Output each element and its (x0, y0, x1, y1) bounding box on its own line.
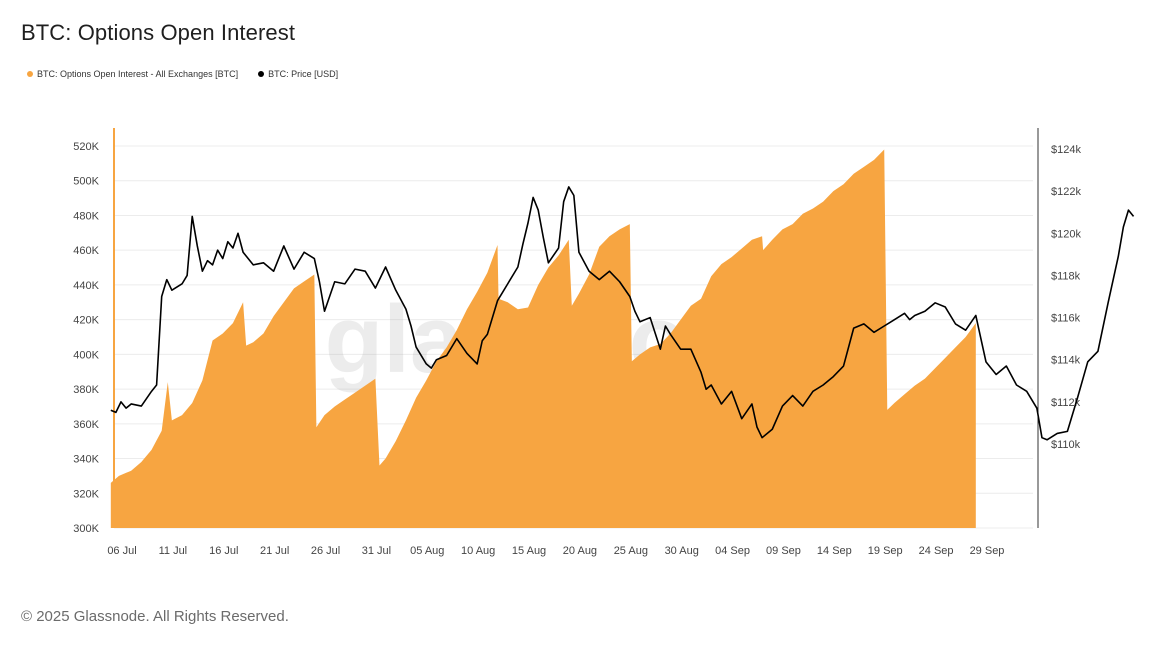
x-axis-tick: 19 Sep (868, 545, 903, 557)
x-axis-tick: 14 Sep (817, 545, 852, 557)
open-interest-area (110, 149, 976, 529)
legend-item-open-interest[interactable]: BTC: Options Open Interest - All Exchang… (27, 69, 238, 79)
x-axis-tick: 31 Jul (362, 545, 391, 557)
y-axis-left-tick: 460K (73, 245, 99, 257)
y-axis-left-tick: 400K (73, 349, 99, 361)
y-axis-right-tick: $124k (1051, 144, 1081, 156)
x-axis-tick: 21 Jul (260, 545, 289, 557)
y-axis-left-tick: 500K (73, 176, 99, 188)
y-axis-left-tick: 320K (73, 488, 99, 500)
price-line (110, 186, 1135, 441)
legend: BTC: Options Open Interest - All Exchang… (27, 69, 338, 79)
copyright-footer: © 2025 Glassnode. All Rights Reserved. (21, 608, 289, 625)
x-axis-tick: 05 Aug (410, 545, 444, 557)
y-axis-left-tick: 380K (73, 384, 99, 396)
legend-label-price: BTC: Price [USD] (268, 69, 339, 79)
y-axis-right-tick: $110k (1051, 439, 1081, 451)
x-axis-tick: 20 Aug (563, 545, 597, 557)
x-axis-tick: 06 Jul (107, 545, 136, 557)
x-axis-tick: 11 Jul (159, 545, 188, 557)
x-axis-tick: 30 Aug (665, 545, 699, 557)
y-axis-left-tick: 480K (73, 210, 99, 222)
legend-label-open-interest: BTC: Options Open Interest - All Exchang… (37, 69, 239, 79)
y-axis-right-tick: $116k (1051, 313, 1081, 325)
y-axis-right-tick: $120k (1051, 228, 1081, 240)
legend-item-price[interactable]: BTC: Price [USD] (258, 69, 338, 79)
y-axis-left-tick: 420K (73, 315, 99, 327)
x-axis-tick: 15 Aug (512, 545, 546, 557)
chart-title: BTC: Options Open Interest (21, 20, 296, 45)
y-axis-right-tick: $122k (1051, 186, 1081, 198)
y-axis-left-tick: 340K (73, 454, 99, 466)
x-axis-tick: 24 Sep (919, 545, 954, 557)
y-axis-right-tick: $112k (1051, 397, 1081, 409)
x-axis-tick: 09 Sep (766, 545, 801, 557)
y-axis-left-tick: 300K (73, 523, 99, 535)
x-axis-tick: 10 Aug (461, 545, 495, 557)
legend-swatch-price (258, 71, 265, 77)
y-axis-left-tick: 360K (73, 419, 99, 431)
x-axis-tick: 26 Jul (311, 545, 340, 557)
y-axis-left-tick: 440K (73, 280, 99, 292)
x-axis-tick: 04 Sep (715, 545, 750, 557)
y-axis-right-tick: $118k (1051, 270, 1081, 282)
legend-swatch-open-interest (27, 71, 33, 77)
y-axis-left-tick: 520K (73, 141, 99, 153)
x-axis-tick: 16 Jul (209, 545, 238, 557)
y-axis-right-tick: $114k (1051, 355, 1081, 367)
x-axis-tick: 29 Sep (970, 545, 1005, 557)
x-axis-tick: 25 Aug (614, 545, 648, 557)
